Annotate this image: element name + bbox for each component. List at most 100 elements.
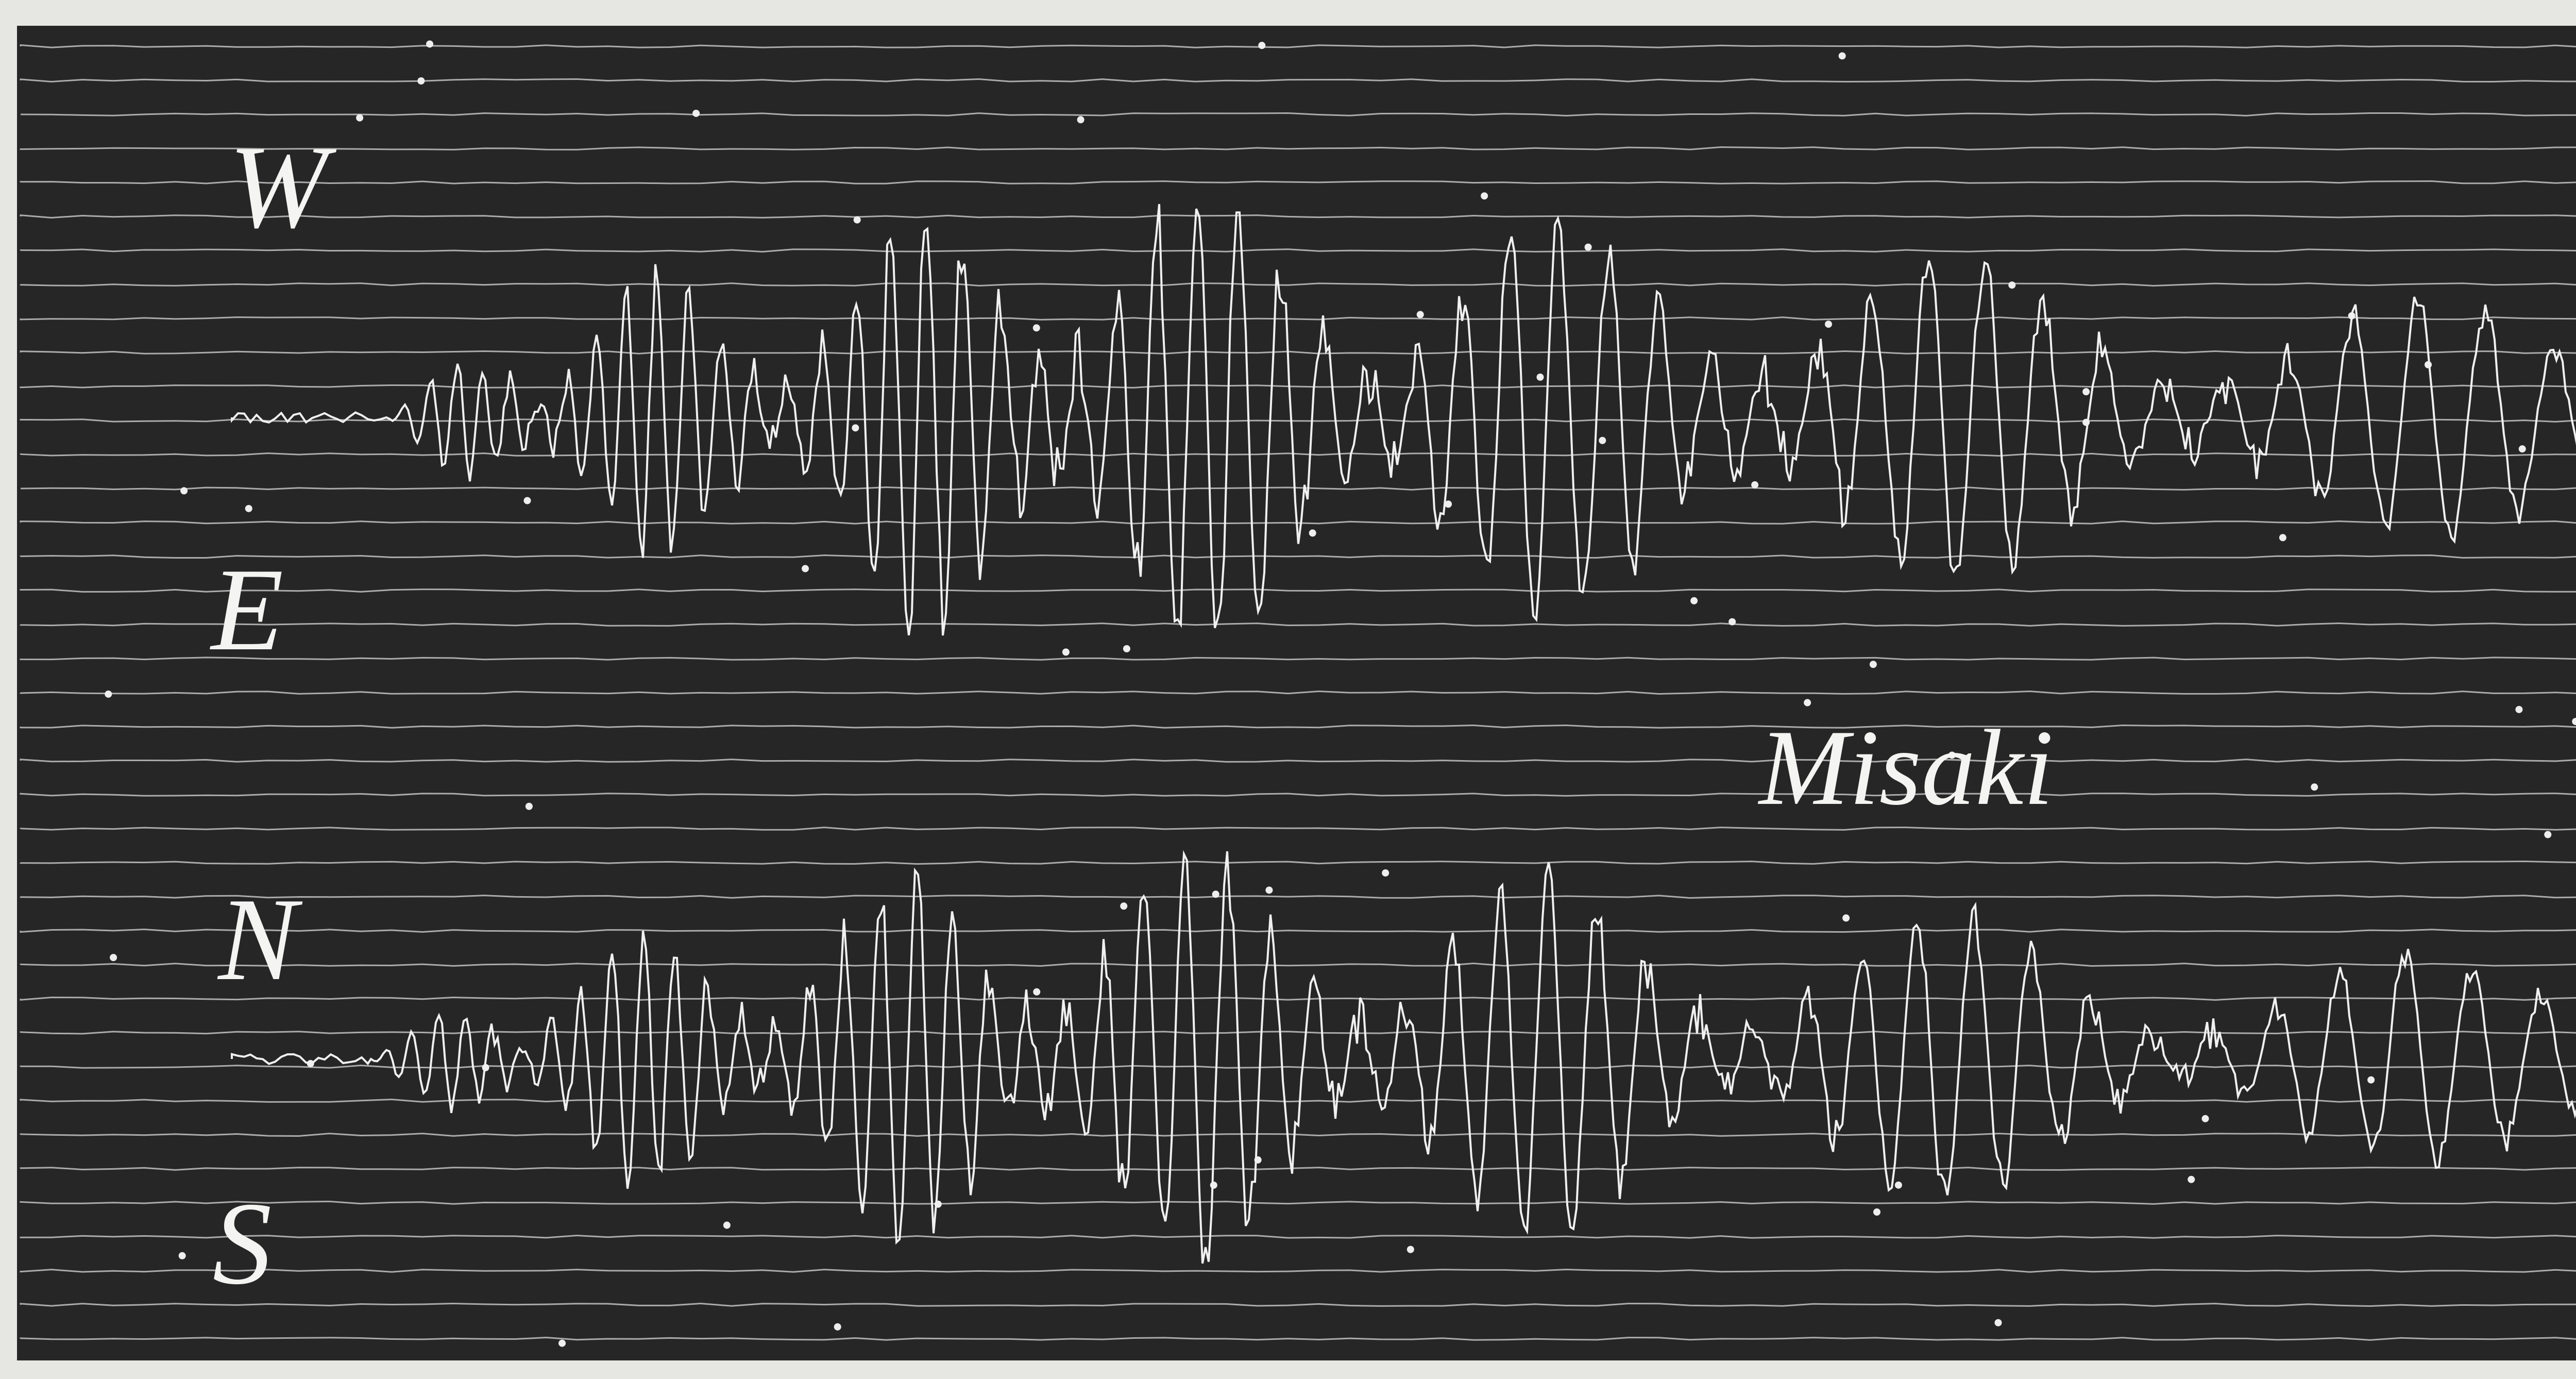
trace-line [20, 724, 2576, 729]
time-mark [834, 1323, 841, 1331]
time-mark [417, 77, 425, 85]
trace-line [20, 996, 2576, 1001]
trace-line [20, 793, 2576, 797]
trace-line [20, 657, 2576, 661]
component-label: W [229, 121, 336, 253]
trace-line [20, 452, 2576, 457]
time-mark [525, 802, 533, 810]
time-mark [1751, 481, 1759, 489]
trace-line [20, 112, 2576, 117]
time-mark [2201, 1115, 2209, 1122]
time-mark [180, 487, 188, 495]
time-mark [2515, 705, 2523, 713]
trace-line [20, 690, 2576, 695]
trace-line [20, 282, 2576, 287]
trace-line [20, 1031, 2576, 1035]
time-mark [1599, 436, 1606, 444]
time-mark [1265, 886, 1273, 894]
time-mark [1309, 529, 1316, 537]
trace-line [20, 962, 2576, 967]
time-mark [1825, 321, 1833, 328]
time-mark [1382, 869, 1389, 877]
waveforms [231, 204, 2576, 1264]
time-mark [558, 1339, 566, 1347]
trace-line [20, 895, 2576, 899]
time-mark [110, 954, 117, 962]
time-mark [1120, 902, 1128, 910]
time-mark [2572, 718, 2576, 726]
time-mark [2544, 831, 2552, 838]
trace-line [20, 180, 2576, 184]
time-mark [1728, 618, 1736, 626]
time-mark [523, 497, 531, 504]
trace-line [20, 384, 2576, 389]
time-mark [1077, 116, 1084, 124]
time-mark [426, 40, 434, 48]
time-mark [2518, 445, 2526, 453]
trace-line [20, 1268, 2576, 1273]
time-mark [356, 114, 364, 122]
time-mark [1536, 373, 1544, 381]
trace-line [20, 214, 2576, 219]
time-mark [2279, 534, 2286, 542]
trace-line [20, 520, 2576, 525]
time-mark [852, 424, 859, 432]
trace-line [20, 1200, 2576, 1205]
trace-line [20, 1336, 2576, 1341]
time-mark [1406, 1246, 1414, 1253]
time-mark [2311, 783, 2318, 791]
time-mark [1690, 597, 1698, 604]
component-label: N [217, 873, 303, 1005]
trace-line [20, 248, 2576, 253]
trace-line [20, 759, 2576, 763]
time-mark [1416, 311, 1424, 318]
component-label: S [213, 1178, 272, 1309]
trace-line [20, 1133, 2576, 1137]
time-mark [2188, 1175, 2195, 1183]
trace-line [20, 1302, 2576, 1307]
component-label: E [210, 544, 284, 675]
time-mark [1445, 500, 1452, 508]
time-mark [178, 1252, 186, 1259]
waveform [231, 850, 2576, 1264]
time-mark [1994, 1319, 2002, 1326]
time-mark [802, 565, 809, 573]
time-mark [105, 690, 112, 698]
time-mark [2082, 388, 2090, 396]
time-mark [853, 216, 861, 224]
time-mark [1584, 243, 1592, 251]
trace-lines [20, 40, 2576, 1347]
time-mark [1212, 890, 1219, 898]
trace-line [20, 350, 2576, 355]
trace-line [20, 1234, 2576, 1239]
time-mark [1062, 648, 1070, 656]
trace-line [20, 928, 2576, 933]
trace-line [20, 44, 2576, 48]
time-mark [245, 504, 252, 512]
time-mark [1842, 914, 1850, 922]
time-mark [1869, 661, 1877, 668]
time-mark [1123, 645, 1130, 652]
time-mark [1948, 751, 1956, 759]
trace-line [20, 316, 2576, 321]
time-mark [2008, 281, 2016, 289]
time-mark [1032, 324, 1040, 332]
waveform [231, 204, 2576, 636]
time-mark [2367, 1076, 2375, 1084]
time-mark [692, 109, 700, 117]
trace-line [20, 486, 2576, 491]
trace-line [20, 78, 2576, 83]
time-mark [1804, 699, 1811, 707]
time-mark [1258, 42, 1266, 49]
trace-line [20, 588, 2576, 593]
station-name: Misaki [1757, 708, 2054, 828]
trace-line [20, 827, 2576, 831]
time-mark [1894, 1181, 1902, 1189]
trace-line [20, 860, 2576, 865]
trace-line [20, 554, 2576, 559]
trace-line [20, 146, 2576, 150]
trace-line [20, 622, 2576, 627]
time-mark [1873, 1208, 1880, 1216]
